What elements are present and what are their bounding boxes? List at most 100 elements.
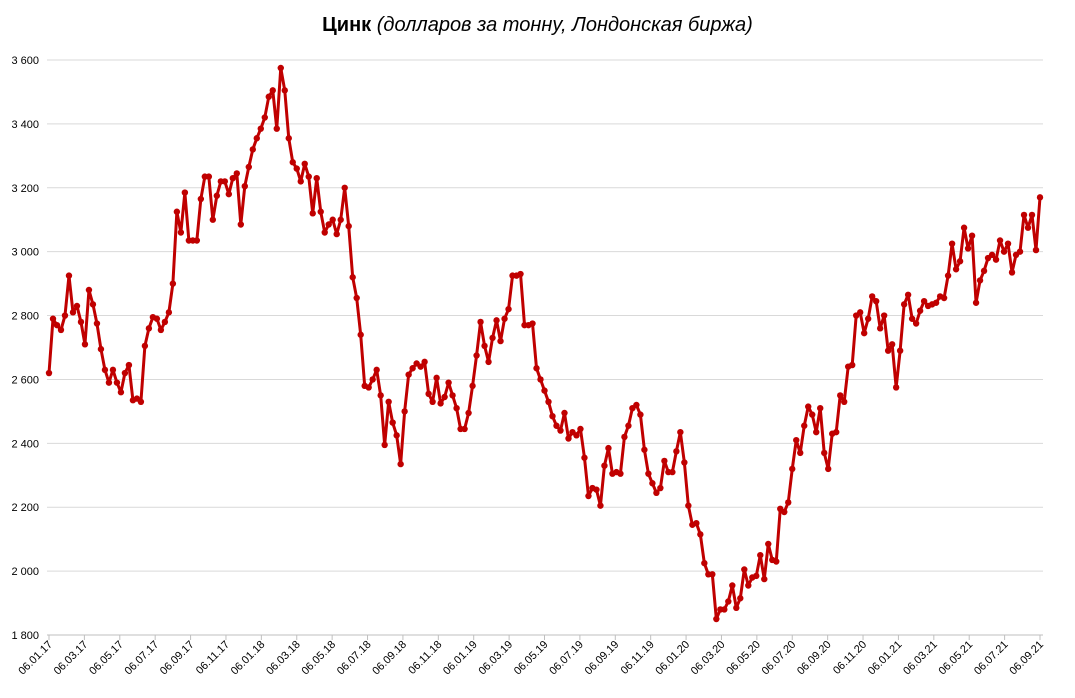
data-point [173, 208, 181, 215]
data-point [968, 232, 976, 239]
x-tick-label: 06.11.17 [194, 639, 232, 677]
x-tick-label: 06.07.17 [123, 639, 162, 678]
data-point [661, 457, 668, 465]
y-tick-label: 3 200 [11, 183, 39, 195]
data-point [761, 575, 768, 583]
data-point [593, 486, 600, 493]
data-point [161, 318, 169, 326]
data-point [433, 374, 440, 382]
data-point [233, 170, 241, 177]
data-point [729, 582, 736, 589]
data-point [837, 392, 844, 399]
data-point [437, 400, 444, 407]
data-point [553, 422, 560, 429]
x-tick-label: 06.11.20 [831, 639, 869, 677]
data-point [904, 291, 912, 298]
data-point [545, 398, 552, 406]
x-tick-label: 06.03.17 [52, 639, 91, 678]
data-point [325, 221, 332, 228]
data-point [453, 404, 460, 412]
data-point [477, 318, 484, 326]
x-tick-label: 06.05.21 [937, 639, 976, 678]
data-point [633, 401, 640, 409]
data-point [293, 165, 300, 172]
data-point [229, 174, 237, 182]
data-point [141, 342, 149, 350]
data-point [601, 462, 608, 469]
data-point [585, 492, 592, 500]
data-point [701, 559, 708, 567]
data-point [113, 379, 121, 386]
data-point [781, 508, 788, 516]
data-point [625, 422, 632, 429]
data-point [97, 345, 105, 353]
data-point [825, 465, 832, 473]
data-point [733, 604, 740, 612]
data-point [345, 222, 352, 230]
data-point [833, 428, 840, 436]
data-point [565, 435, 572, 442]
data-point [721, 606, 728, 613]
data-point [493, 317, 500, 324]
data-point [441, 393, 448, 401]
data-point [681, 459, 688, 466]
data-point [952, 266, 960, 273]
data-point [213, 192, 221, 199]
data-point [49, 315, 57, 322]
data-point [269, 87, 276, 94]
data-point [381, 441, 388, 449]
data-point [417, 363, 424, 370]
x-axis: 06.01.1706.03.1706.05.1706.07.1706.09.17… [16, 635, 1046, 677]
data-point [61, 312, 69, 319]
data-point [81, 341, 89, 348]
data-point [337, 216, 344, 223]
data-point [669, 468, 676, 476]
y-tick-label: 3 600 [11, 55, 39, 67]
data-point [1024, 224, 1032, 231]
data-point [69, 309, 77, 316]
data-point [621, 433, 628, 441]
x-tick-label: 06.09.21 [1007, 639, 1046, 678]
data-point [868, 293, 876, 300]
data-point [817, 404, 824, 412]
data-point [841, 398, 848, 406]
gridlines [47, 59, 1043, 636]
data-point [329, 216, 336, 223]
data-point [405, 371, 412, 378]
data-point [745, 582, 752, 589]
data-point [181, 189, 189, 196]
data-point [241, 182, 248, 190]
data-point [89, 301, 97, 308]
data-point [125, 361, 133, 369]
chart-title: Цинк (долларов за тонну, Лондонская бирж… [0, 14, 1075, 37]
data-point [169, 280, 177, 287]
x-tick-label: 06.07.20 [760, 639, 799, 678]
data-point [693, 519, 700, 527]
data-point [848, 361, 856, 369]
data-point [896, 347, 904, 354]
data-point [401, 408, 408, 415]
data-point [369, 376, 376, 383]
data-point [225, 190, 233, 198]
data-point [461, 425, 468, 433]
y-tick-label: 2 200 [11, 502, 39, 514]
data-point [465, 409, 472, 417]
data-point [577, 425, 584, 433]
y-tick-label: 2 000 [11, 566, 39, 578]
data-point [597, 502, 604, 509]
data-point [765, 540, 772, 548]
data-point [1000, 248, 1008, 255]
data-point [653, 489, 660, 497]
data-point [109, 366, 117, 374]
data-point [813, 428, 820, 436]
data-point [637, 411, 644, 418]
data-point [976, 277, 984, 284]
x-tick-label: 06.07.18 [335, 639, 374, 678]
x-tick-label: 06.01.18 [229, 639, 268, 678]
data-point [561, 409, 568, 417]
data-point [193, 237, 201, 244]
data-point [677, 428, 684, 436]
data-point [93, 320, 101, 327]
data-point [429, 398, 436, 406]
x-tick-label: 06.09.19 [583, 639, 622, 678]
